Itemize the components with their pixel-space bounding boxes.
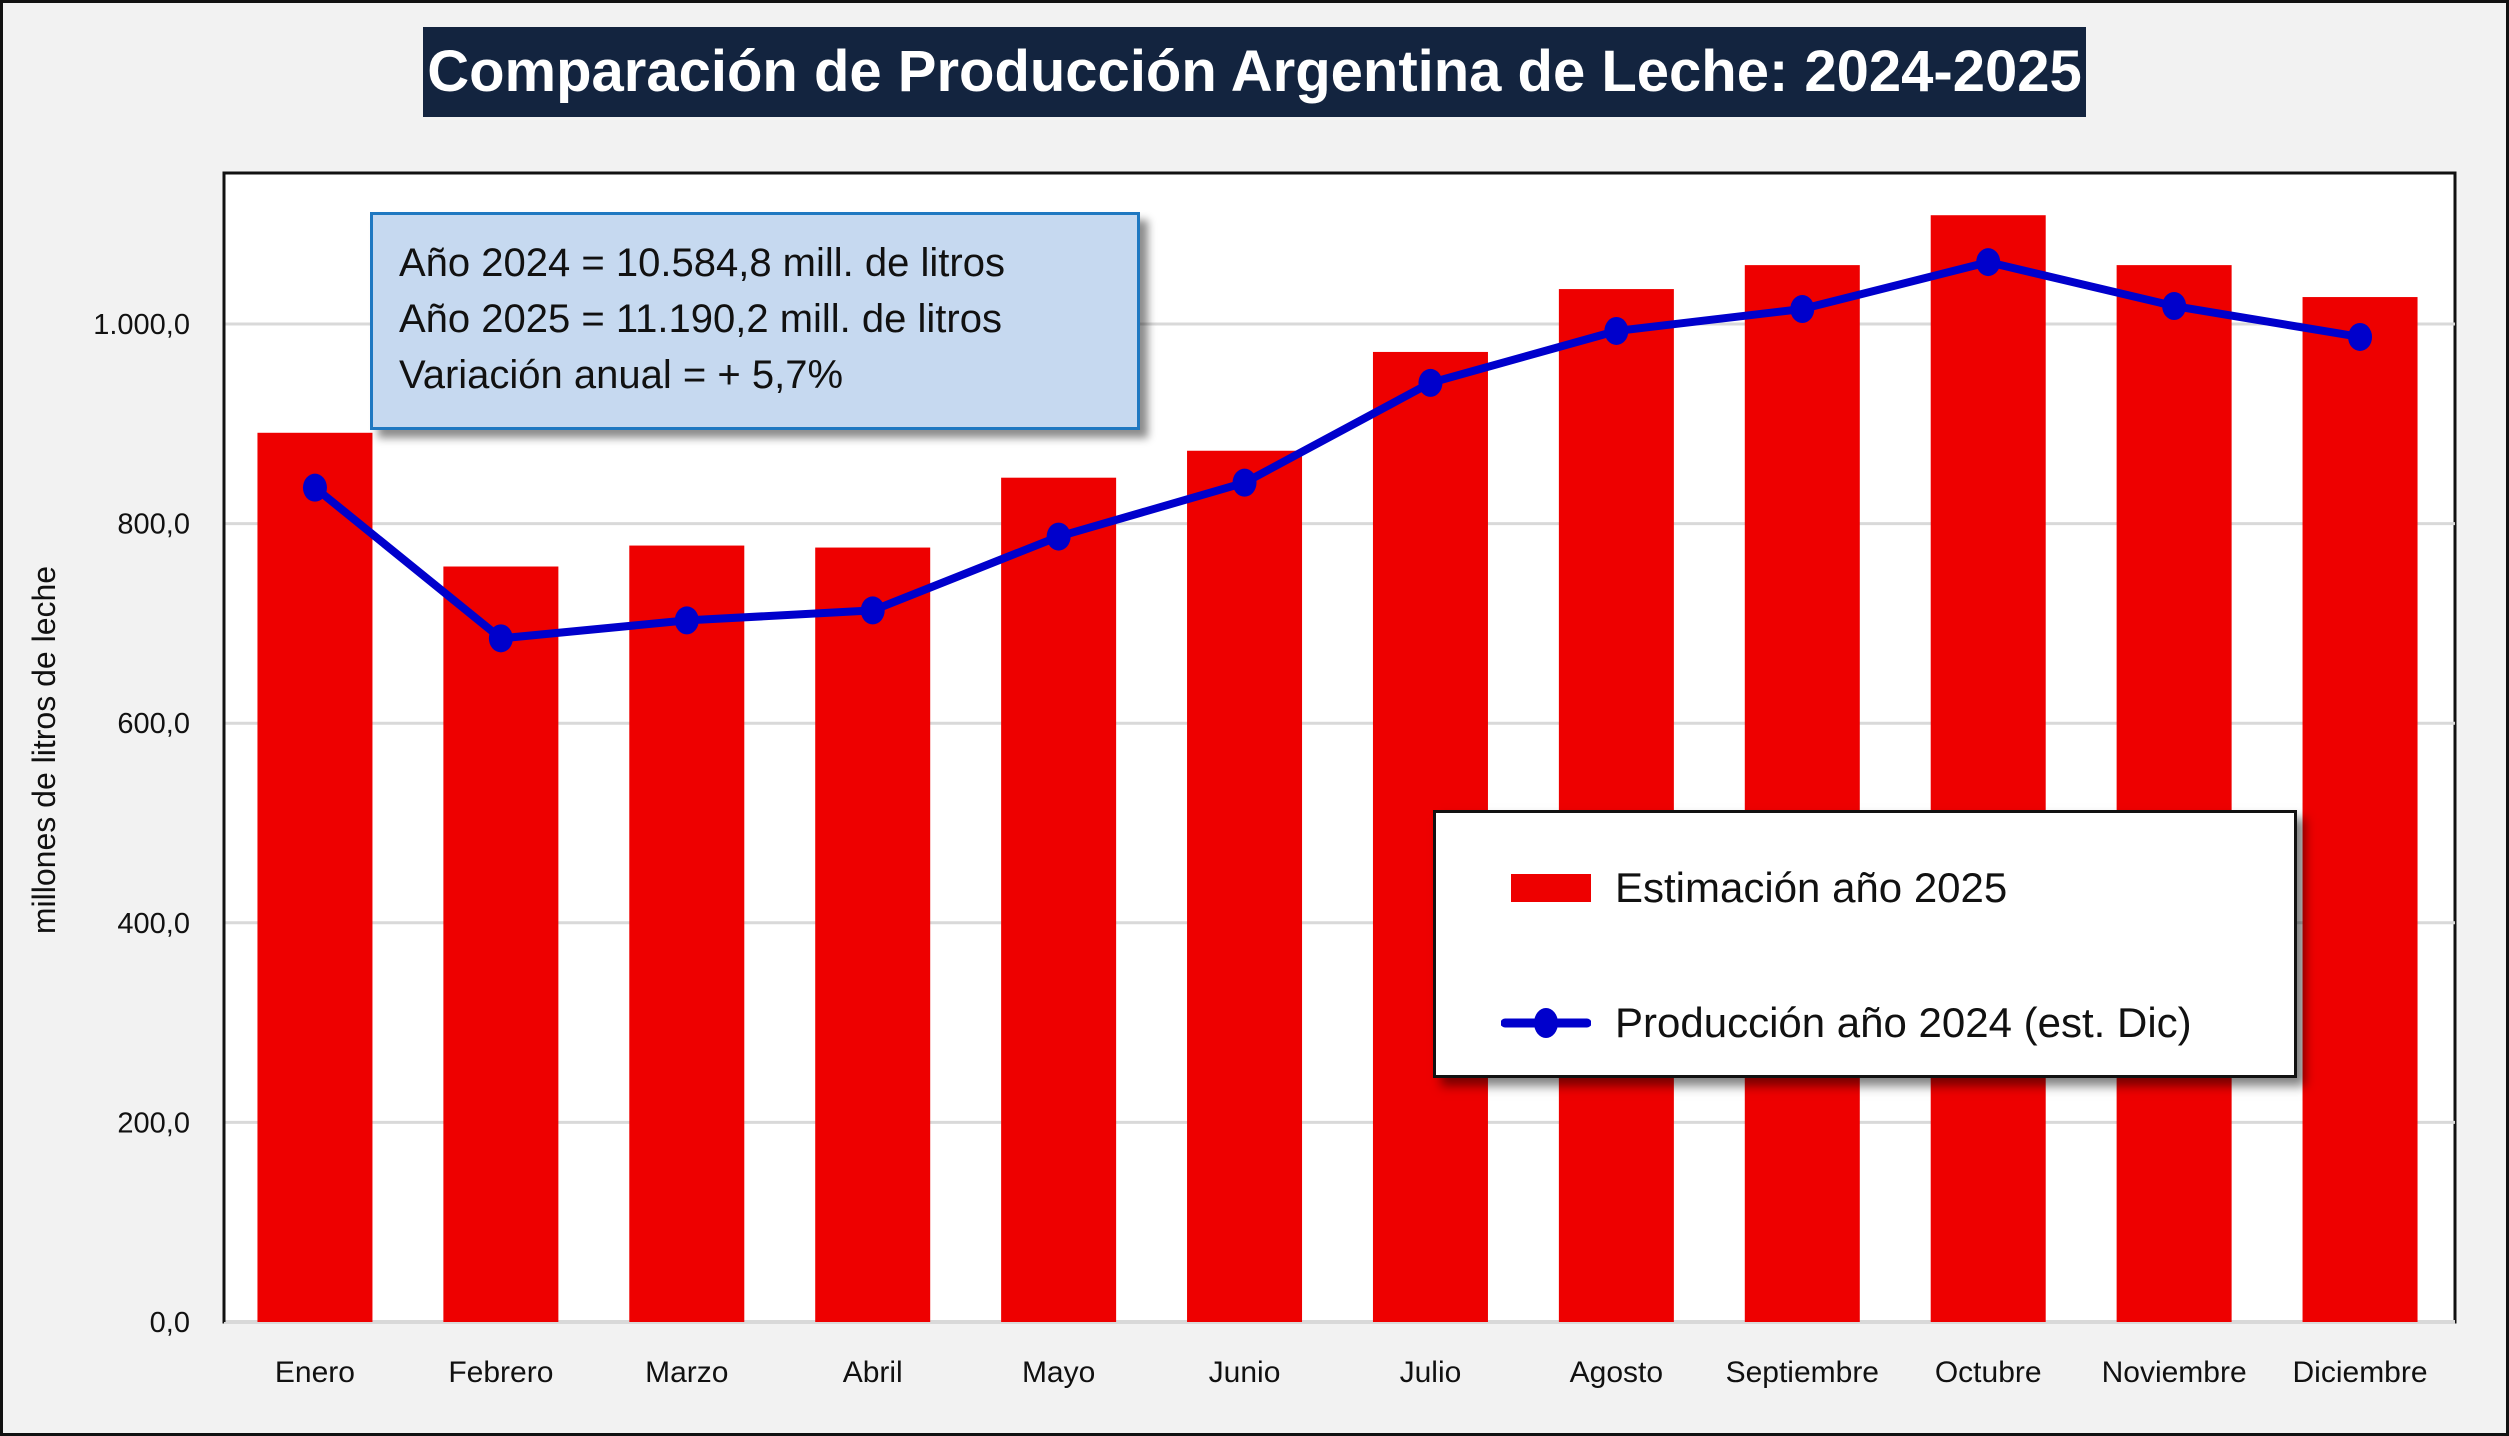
- annotation-line: Año 2024 = 10.584,8 mill. de litros: [399, 241, 1005, 285]
- y-axis-label: millones de litros de leche: [26, 566, 62, 934]
- line-point-enero: [302, 473, 327, 502]
- x-tick-label: Febrero: [448, 1356, 553, 1389]
- bars: [257, 215, 2418, 1323]
- legend-item-line: Producción año 2024 (est. Dic): [1501, 993, 2192, 1053]
- x-tick-label: Diciembre: [2293, 1356, 2428, 1389]
- y-ticks: 0,0 200,0 400,0 600,0 800,0 1.000,0: [93, 309, 190, 1339]
- y-tick-label: 1.000,0: [93, 309, 190, 341]
- line-point-julio: [1418, 368, 1443, 397]
- bar-mayo: [1001, 477, 1117, 1322]
- legend-item-bar: Estimación año 2025: [1511, 858, 2007, 918]
- line-point-abril: [860, 596, 885, 625]
- legend-label: Estimación año 2025: [1615, 864, 2008, 911]
- x-tick-label: Enero: [275, 1356, 355, 1389]
- x-tick-label: Noviembre: [2102, 1356, 2247, 1389]
- line-point-marzo: [674, 606, 699, 635]
- chart-title: Comparación de Producción Argentina de L…: [423, 27, 2086, 117]
- bar-enero: [257, 432, 373, 1323]
- bar-noviembre: [2116, 265, 2232, 1322]
- x-tick-label: Julio: [1400, 1356, 1462, 1389]
- annotation-box: Año 2024 = 10.584,8 mill. de litros Año …: [370, 212, 1140, 430]
- bar-diciembre: [2302, 297, 2418, 1323]
- legend-label: Producción año 2024 (est. Dic): [1615, 999, 2192, 1046]
- y-tick-label: 200,0: [117, 1107, 190, 1139]
- line-point-diciembre: [2348, 322, 2373, 351]
- line-point-agosto: [1604, 316, 1629, 345]
- line-point-octubre: [1976, 248, 2001, 277]
- bar-octubre: [1930, 215, 2046, 1322]
- bar-abril: [815, 547, 931, 1322]
- line-series: [302, 248, 2373, 653]
- bar-marzo: [629, 545, 745, 1322]
- line-point-mayo: [1046, 522, 1071, 551]
- line-point-junio: [1232, 468, 1257, 497]
- y-tick-label: 0,0: [150, 1307, 190, 1339]
- line-point-septiembre: [1790, 295, 1815, 324]
- line-point-noviembre: [2162, 292, 2187, 321]
- x-tick-label: Mayo: [1022, 1356, 1095, 1389]
- bar-febrero: [443, 566, 559, 1322]
- line-path: [312, 258, 2361, 643]
- x-tick-label: Octubre: [1935, 1356, 2042, 1389]
- annotation-line: Variación anual = + 5,7%: [399, 353, 844, 397]
- x-tick-label: Marzo: [645, 1356, 728, 1389]
- legend-swatch-line: [1501, 1008, 1591, 1038]
- x-tick-label: Agosto: [1570, 1356, 1663, 1389]
- annotation-line: Año 2025 = 11.190,2 mill. de litros: [399, 297, 1002, 341]
- x-tick-label: Abril: [843, 1356, 903, 1389]
- x-categories: Enero Febrero Marzo Abril Mayo Junio Julio Agos…: [275, 1356, 2428, 1389]
- x-tick-label: Junio: [1209, 1356, 1281, 1389]
- line-point-febrero: [488, 624, 513, 653]
- legend-swatch-bar: [1511, 874, 1591, 902]
- x-tick-label: Septiembre: [1726, 1356, 1879, 1389]
- legend: Estimación año 2025 Producción año 2024 …: [1433, 810, 2297, 1078]
- bar-junio: [1187, 450, 1303, 1323]
- y-tick-label: 400,0: [117, 908, 190, 940]
- bar-septiembre: [1744, 265, 1860, 1322]
- y-tick-label: 600,0: [117, 708, 190, 740]
- bar-agosto: [1558, 289, 1674, 1322]
- y-tick-label: 800,0: [117, 509, 190, 541]
